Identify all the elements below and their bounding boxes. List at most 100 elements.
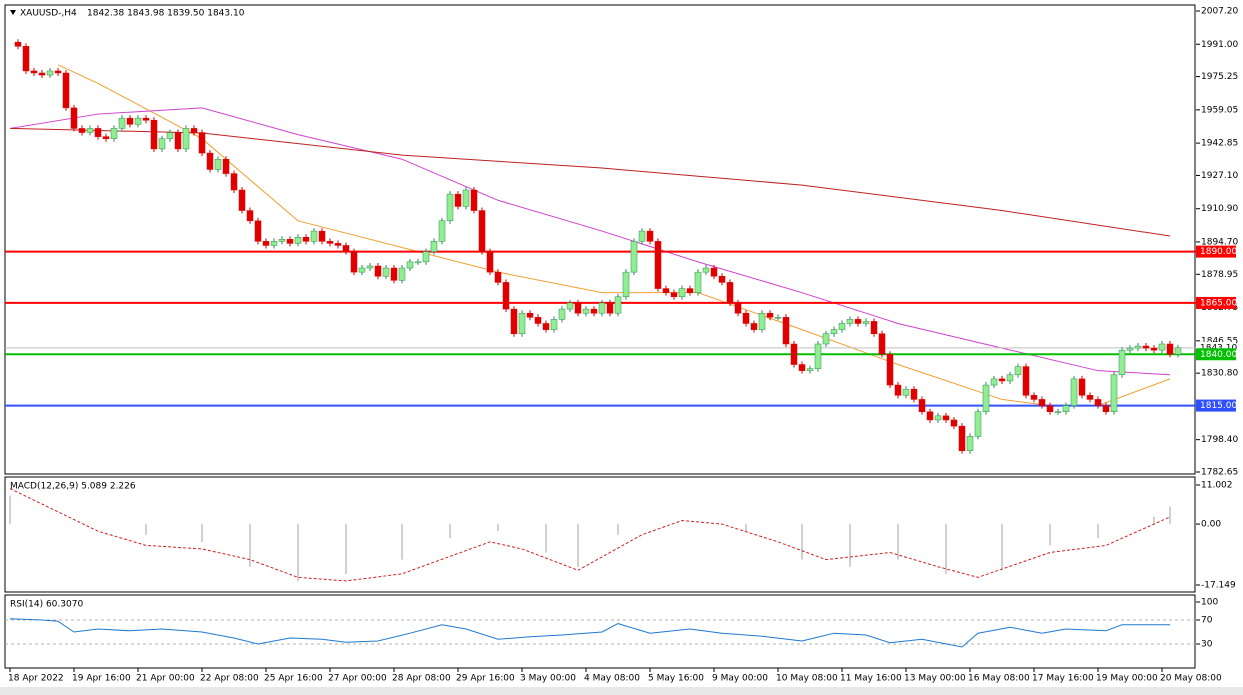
candle [1118,349,1126,376]
candle [1006,374,1014,382]
candle [478,210,486,252]
x-tick-label: 11 May 16:00 [840,674,902,684]
candle [374,265,382,277]
candle [382,267,390,277]
candle [1110,374,1118,412]
y-tick-label: 30 [1201,640,1213,650]
candle [102,136,110,139]
level-label-bg [1196,245,1236,258]
symbol-title: XAUUSD-,H4 [20,9,77,19]
candle [614,296,622,314]
candle [678,288,686,298]
y-tick-label: 1910.90 [1201,204,1238,214]
candle [870,321,878,334]
x-tick-label: 18 Apr 2022 [8,674,64,684]
candle [54,70,62,74]
candle [494,271,502,283]
candle [582,308,590,314]
candle [974,411,982,437]
rsi-line [9,618,1170,648]
candle [982,384,990,412]
candle [414,261,422,264]
level-label-bg [1196,348,1236,361]
candle [790,343,798,365]
candle [454,193,462,207]
candle [422,251,430,263]
candle [158,138,166,150]
candle [1022,366,1030,396]
candle [550,319,558,330]
candle [1014,366,1022,376]
quote: 1842.38 1843.98 1839.50 1843.10 [87,9,245,19]
y-tick-label: -17.149 [1201,581,1236,591]
candle [1086,395,1094,400]
macd-panel [4,476,1196,593]
candle [94,128,102,137]
candle [302,236,310,242]
candle [622,271,630,298]
candle [942,415,950,421]
candle [1102,405,1110,412]
level-label-bg [1196,399,1236,412]
candle [30,70,38,74]
candle [854,319,862,324]
candle [822,333,830,345]
candle [334,243,342,246]
candle [630,241,638,273]
candle [470,189,478,211]
candle [598,302,606,314]
y-tick-label: 1878.95 [1201,270,1238,280]
candle [958,425,966,452]
x-tick-label: 19 Apr 16:00 [72,674,131,684]
candle [86,128,94,133]
candle [142,117,150,121]
candle [1070,378,1078,406]
x-tick-label: 19 May 00:00 [1096,674,1158,684]
y-tick-label: 1798.40 [1201,435,1238,445]
candle [150,119,158,150]
candle [502,282,510,310]
candle [950,419,958,427]
candle [110,128,118,139]
candle [1126,347,1134,351]
candle [806,368,814,371]
candle [14,41,22,47]
y-tick-label: 1846.55 [1201,336,1238,346]
candle [62,72,70,109]
candle [222,158,230,174]
candle [1094,399,1102,406]
candle [406,261,414,269]
candle [670,292,678,298]
y-tick-label: 11.002 [1201,481,1233,491]
candle [910,388,918,400]
candle [966,436,974,452]
y-tick-label: 1927.10 [1201,171,1238,181]
candle [926,411,934,421]
x-tick-label: 9 May 00:00 [712,674,768,684]
y-tick-label: 1942.85 [1201,139,1238,149]
candle [462,189,470,207]
x-tick-label: 13 May 00:00 [904,674,966,684]
candle [262,241,270,246]
candle [830,329,838,334]
candle [534,317,542,324]
candle [118,117,126,129]
candle [166,132,174,139]
candle [1174,347,1182,355]
candle [758,312,766,330]
candle [1062,405,1070,412]
candle [182,128,190,150]
candle [254,220,262,242]
rsi-title: RSI(14) 60.3070 [10,600,83,610]
candle [694,271,702,293]
candle [126,117,134,125]
x-tick-label: 25 Apr 16:00 [264,674,323,684]
candle [662,288,670,293]
candle [326,241,334,244]
candle [398,267,406,281]
candle [646,230,654,242]
y-tick-label: 1782.65 [1201,468,1238,478]
candle [814,343,822,369]
y-tick-label: 100 [1201,598,1218,608]
